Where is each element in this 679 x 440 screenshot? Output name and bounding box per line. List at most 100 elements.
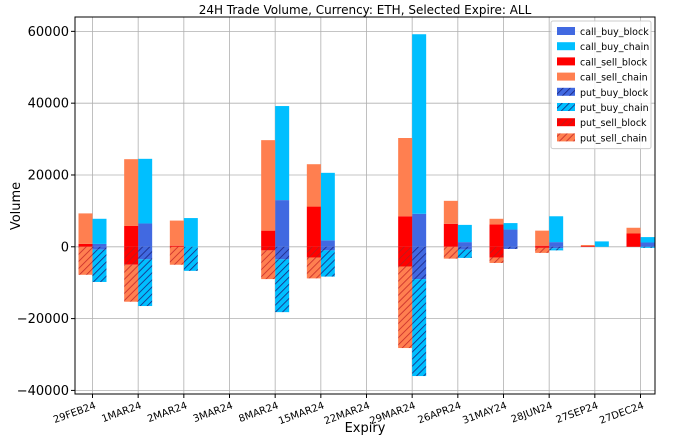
bar-put-buy-block	[320, 246, 335, 251]
legend-swatch	[557, 133, 575, 142]
chart-title: 24H Trade Volume, Currency: ETH, Selecte…	[199, 3, 532, 17]
y-axis: −40000 −20000 0 20000 40000 60000	[17, 25, 75, 399]
bar-call-sell-chain	[535, 230, 550, 246]
legend-swatch	[557, 27, 575, 35]
bar-call-sell-chain	[398, 137, 413, 217]
legend: call_buy_block call_buy_chain call_sell_bl…	[550, 20, 652, 150]
bar-call-buy-block	[275, 200, 290, 247]
bar-put-sell-chain	[398, 266, 413, 349]
bar-put-buy-chain	[412, 279, 427, 377]
bar-call-buy-chain	[183, 218, 198, 247]
bar-call-buy-block	[457, 242, 472, 247]
bar-call-sell-chain	[580, 244, 595, 247]
bar-call-sell-block	[580, 246, 595, 247]
x-tick-label: 31MAY24	[461, 400, 508, 426]
bar-call-buy-chain	[457, 224, 472, 243]
bar-put-sell-chain	[489, 257, 504, 263]
bar-put-sell-block	[489, 246, 504, 258]
bar-put-buy-block	[412, 246, 427, 280]
y-tick-label: 40000	[28, 97, 69, 112]
bar-put-sell-chain	[78, 246, 93, 275]
bar-call-buy-block	[503, 229, 518, 247]
legend-swatch	[557, 57, 575, 66]
legend-label: call_buy_chain	[580, 42, 649, 53]
bar-call-sell-block	[443, 223, 458, 247]
bar-put-sell-chain	[169, 246, 184, 265]
bar-call-sell-chain	[169, 220, 184, 246]
bar-call-sell-block	[169, 245, 184, 247]
bar-put-buy-chain	[275, 259, 290, 313]
bar-put-buy-block	[138, 246, 153, 260]
plot-frame	[74, 16, 656, 395]
bar-call-sell-block	[261, 230, 276, 247]
bar-put-buy-chain	[457, 249, 472, 258]
bar-put-sell-block	[398, 246, 413, 267]
x-tick-label: 3MAR24	[192, 400, 235, 425]
bar-put-buy-block	[457, 246, 472, 250]
x-tick-label: 26APR24	[417, 400, 463, 426]
bars	[78, 34, 655, 377]
bar-call-sell-chain	[443, 200, 458, 224]
legend-swatch	[557, 118, 575, 127]
y-tick-label: 0	[61, 240, 69, 255]
y-tick-label: −40000	[17, 384, 69, 399]
bar-call-buy-block	[640, 242, 655, 247]
bar-put-buy-block	[275, 246, 290, 260]
bar-call-sell-chain	[124, 159, 139, 226]
bar-call-sell-chain	[306, 164, 321, 207]
x-tick-label: 29FEB24	[52, 400, 97, 426]
bar-call-buy-chain	[138, 158, 153, 224]
x-tick-label: 2MAR24	[146, 400, 189, 425]
bar-call-sell-block	[78, 243, 93, 247]
legend-label: put_buy_chain	[580, 103, 649, 114]
bar-put-buy-block	[503, 246, 518, 249]
bar-call-buy-chain	[275, 106, 290, 201]
legend-label: call_sell_block	[580, 57, 648, 68]
bar-put-sell-block	[124, 246, 139, 265]
bar-call-sell-block	[489, 224, 504, 247]
bar-call-sell-chain	[78, 213, 93, 244]
legend-swatch	[557, 42, 575, 51]
bar-call-sell-chain	[261, 140, 276, 231]
bar-put-sell-chain	[124, 264, 139, 302]
legend-label: put_sell_block	[580, 118, 647, 129]
legend-box	[550, 20, 652, 150]
x-tick-label: 28JUN24	[510, 400, 554, 425]
bar-call-sell-block	[398, 216, 413, 247]
bar-call-sell-chain	[489, 218, 504, 225]
x-tick-label: 8MAR24	[237, 400, 280, 425]
bar-put-buy-block	[549, 246, 564, 249]
x-tick-label: 27DEC24	[598, 400, 645, 426]
bar-call-buy-chain	[92, 218, 107, 244]
bar-put-buy-chain	[92, 249, 107, 282]
legend-swatch	[557, 103, 575, 111]
bar-call-buy-block	[138, 223, 153, 247]
bar-put-sell-block	[535, 246, 550, 248]
y-axis-label: Volume	[9, 182, 24, 230]
bar-call-sell-block	[124, 225, 139, 247]
bar-call-sell-block	[626, 233, 641, 247]
y-tick-label: 60000	[28, 25, 69, 40]
bar-put-buy-chain	[183, 246, 198, 271]
x-tick-label: 1MAR24	[100, 400, 143, 425]
bar-call-buy-block	[412, 213, 427, 247]
bar-put-sell-chain	[535, 247, 550, 253]
bar-call-buy-block	[320, 240, 335, 247]
bar-call-buy-chain	[320, 172, 335, 241]
bar-put-buy-chain	[640, 246, 655, 248]
bar-call-buy-chain	[594, 241, 609, 247]
x-axis-label: Expiry	[345, 421, 386, 436]
bar-put-sell-block	[306, 246, 321, 258]
x-tick-label: 15MAR24	[277, 400, 326, 427]
bar-call-buy-block	[92, 243, 107, 247]
bar-call-buy-block	[549, 242, 564, 247]
legend-label: put_sell_chain	[580, 133, 647, 144]
bar-put-sell-chain	[443, 246, 458, 259]
bar-call-sell-block	[535, 245, 550, 247]
bar-put-sell-chain	[306, 257, 321, 279]
bar-call-sell-block	[306, 206, 321, 247]
y-tick-label: 20000	[28, 168, 69, 183]
legend-label: put_buy_block	[580, 88, 649, 99]
bar-put-sell-block	[261, 246, 276, 251]
